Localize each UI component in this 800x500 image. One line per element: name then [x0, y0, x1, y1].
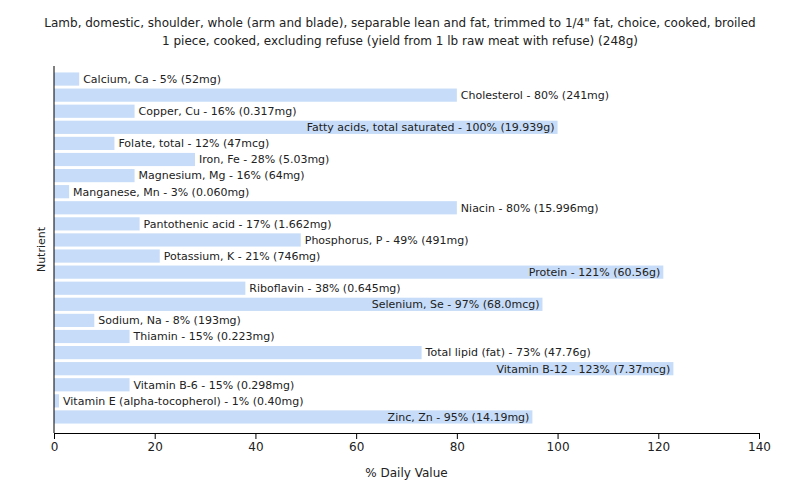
category-label: Folate, total - 12% (47mcg) [118, 137, 269, 150]
y-axis-title: Nutrient [35, 226, 48, 272]
bar [54, 217, 140, 230]
title: Lamb, domestic, shoulder, whole (arm and… [44, 16, 755, 30]
bar [54, 169, 135, 182]
category-label: Zinc, Zn - 95% (14.19mg) [388, 411, 530, 424]
x-tick-mark [558, 433, 559, 439]
bar [54, 153, 195, 166]
category-label: Magnesium, Mg - 16% (64mg) [139, 169, 305, 182]
bar [54, 410, 532, 423]
x-axis-title: % Daily Value [365, 466, 447, 480]
bar [54, 394, 59, 407]
x-tick-label: 60 [349, 440, 364, 454]
x-tick: 40 [248, 433, 263, 454]
title: 1 piece, cooked, excluding refuse (yield… [162, 34, 638, 48]
category-labels: Calcium, Ca - 5% (52mg) Cholesterol - 80%… [63, 73, 670, 424]
bars [54, 72, 673, 423]
category-label: Calcium, Ca - 5% (52mg) [83, 73, 221, 86]
bar [54, 72, 79, 85]
chart: Lamb, domestic, shoulder, whole (arm and… [0, 0, 800, 500]
x-tick-label: 80 [450, 440, 465, 454]
category-label: Total lipid (fat) - 73% (47.76g) [425, 346, 591, 359]
x-tick-label: 120 [647, 440, 670, 454]
category-label: Vitamin E (alpha-tocopherol) - 1% (0.40m… [63, 395, 303, 408]
x-tick: 100 [547, 433, 570, 454]
bar [54, 201, 457, 214]
x-tick-mark [759, 433, 760, 439]
x-tick-mark [356, 433, 357, 439]
category-label: Cholesterol - 80% (241mg) [461, 89, 609, 102]
category-label: Potassium, K - 21% (746mg) [164, 250, 321, 263]
bar [54, 249, 160, 262]
x-axis: 0 20 40 60 80 100 120 140 [51, 433, 771, 454]
x-tick: 140 [748, 433, 771, 454]
bar [54, 266, 663, 279]
x-tick-mark [155, 433, 156, 439]
x-tick-label: 100 [547, 440, 570, 454]
x-tick-label: 40 [248, 440, 263, 454]
x-tick-mark [658, 433, 659, 439]
bar [54, 314, 94, 327]
x-tick-mark [54, 433, 55, 439]
category-label: Pantothenic acid - 17% (1.662mg) [144, 218, 332, 231]
category-label: Vitamin B-6 - 15% (0.298mg) [134, 379, 295, 392]
x-tick: 60 [349, 433, 364, 454]
bar [54, 233, 301, 246]
category-label: Vitamin B-12 - 123% (7.37mcg) [497, 363, 671, 376]
bar [54, 185, 69, 198]
bar [54, 298, 542, 311]
category-label: Riboflavin - 38% (0.645mg) [249, 282, 400, 295]
category-label: Fatty acids, total saturated - 100% (19.… [307, 121, 555, 134]
bar [54, 362, 673, 375]
bar [54, 105, 135, 118]
x-axis-line [55, 433, 760, 434]
x-tick-mark [457, 433, 458, 439]
bar [54, 137, 114, 150]
category-label: Selenium, Se - 97% (68.0mcg) [372, 298, 540, 311]
bar [54, 330, 130, 343]
bar [54, 378, 130, 391]
x-tick-label: 140 [748, 440, 771, 454]
x-tick: 0 [51, 433, 59, 454]
bar [54, 346, 422, 359]
bar [54, 282, 245, 295]
y-axis-line [54, 66, 55, 433]
x-tick-mark [255, 433, 256, 439]
category-label: Manganese, Mn - 3% (0.060mg) [73, 186, 249, 199]
category-label: Thiamin - 15% (0.223mg) [133, 330, 275, 343]
category-label: Iron, Fe - 28% (5.03mg) [199, 153, 329, 166]
x-tick-label: 0 [51, 440, 59, 454]
category-label: Phosphorus, P - 49% (491mg) [305, 234, 469, 247]
bar [54, 89, 457, 102]
x-tick: 120 [647, 433, 670, 454]
category-label: Niacin - 80% (15.996mg) [461, 202, 599, 215]
x-tick: 80 [450, 433, 465, 454]
x-tick: 20 [148, 433, 163, 454]
category-label: Sodium, Na - 8% (193mg) [98, 314, 241, 327]
x-tick-label: 20 [148, 440, 163, 454]
category-label: Protein - 121% (60.56g) [529, 266, 661, 279]
bar [54, 121, 558, 134]
category-label: Copper, Cu - 16% (0.317mg) [139, 105, 297, 118]
